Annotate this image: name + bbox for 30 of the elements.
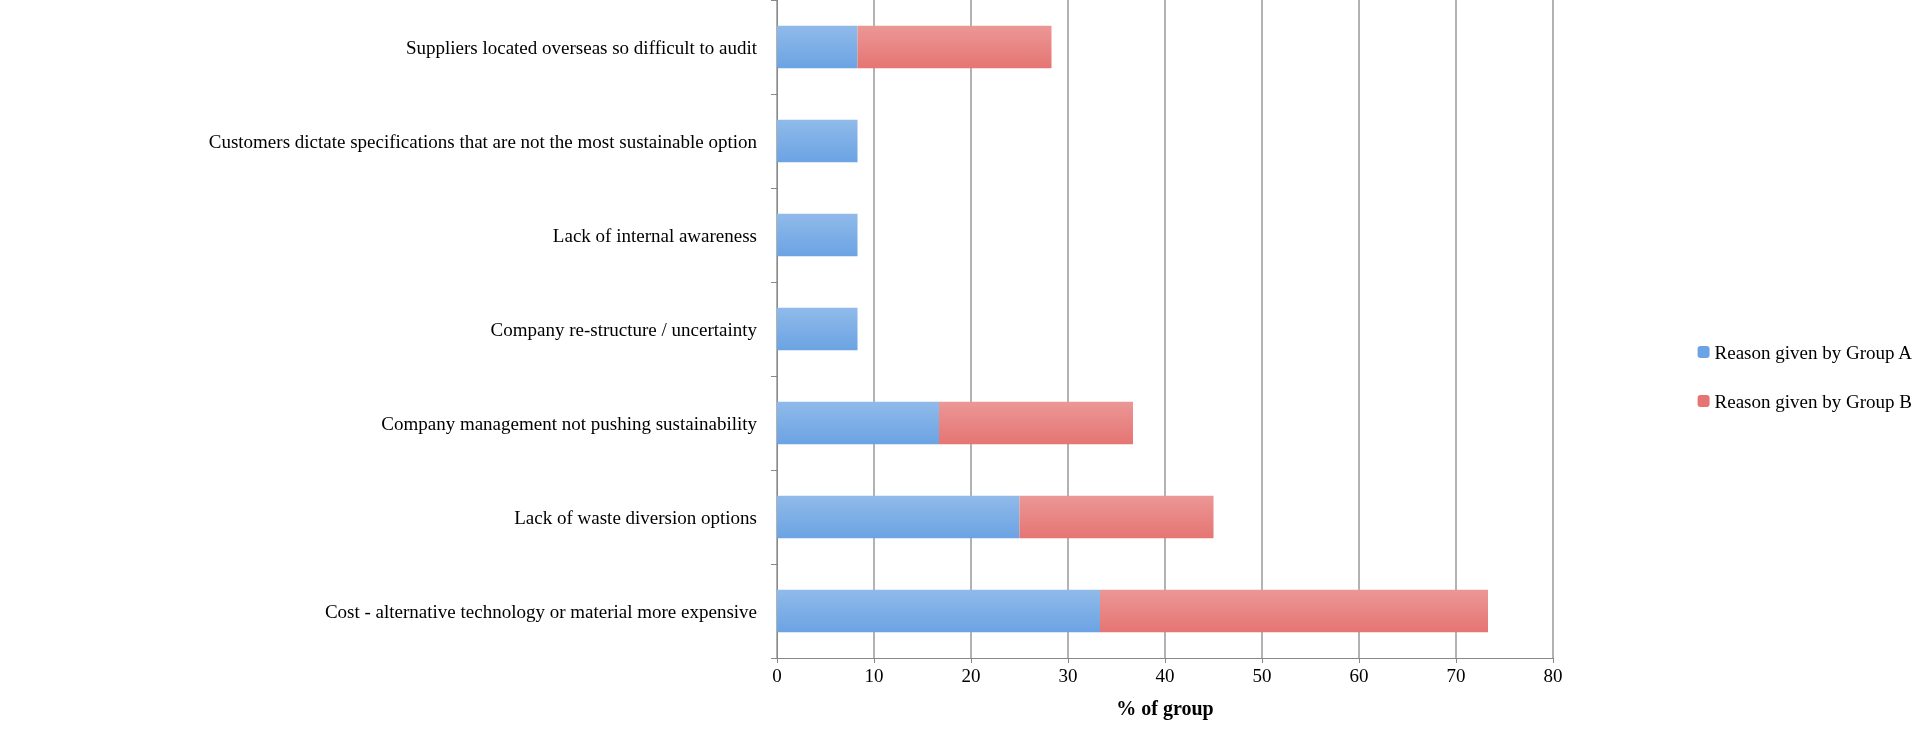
bar bbox=[1019, 495, 1214, 539]
bar bbox=[1100, 589, 1489, 633]
bar bbox=[777, 495, 1020, 539]
x-tick-label: 60 bbox=[1349, 665, 1369, 686]
x-tick-label: 50 bbox=[1252, 665, 1272, 686]
y-tick-label: Cost - alternative technology or material more expensive bbox=[324, 600, 757, 622]
bar bbox=[777, 589, 1101, 633]
x-tick-label: 0 bbox=[772, 665, 782, 686]
y-tick-label: Company management not pushing sustainability bbox=[381, 412, 758, 434]
x-tick-label: 20 bbox=[961, 665, 981, 686]
y-tick-label: Company re-structure / uncertainty bbox=[490, 318, 758, 340]
x-tick-label: 40 bbox=[1155, 665, 1175, 686]
bar bbox=[777, 119, 858, 163]
bar bbox=[857, 25, 1052, 69]
x-tick-label: 70 bbox=[1446, 665, 1466, 686]
bar bbox=[777, 25, 858, 69]
legend-label: Reason given by Group B bbox=[1714, 390, 1912, 412]
y-tick-label: Suppliers located overseas so difficult to audit bbox=[405, 36, 758, 58]
y-tick-label: Lack of waste diversion options bbox=[514, 506, 757, 528]
x-tick-label: 80 bbox=[1543, 665, 1563, 686]
bar bbox=[777, 213, 858, 257]
x-tick-label: 30 bbox=[1058, 665, 1078, 686]
y-tick-label: Lack of internal awareness bbox=[552, 224, 757, 246]
x-axis-title: % of group bbox=[1116, 697, 1214, 720]
legend-label: Reason given by Group A bbox=[1714, 341, 1913, 363]
x-tick-label: 10 bbox=[864, 665, 884, 686]
bar bbox=[777, 401, 939, 445]
bar bbox=[777, 307, 858, 351]
y-tick-label: Customers dictate specifications that are not the most sustainable option bbox=[208, 130, 758, 152]
bar bbox=[938, 401, 1133, 445]
